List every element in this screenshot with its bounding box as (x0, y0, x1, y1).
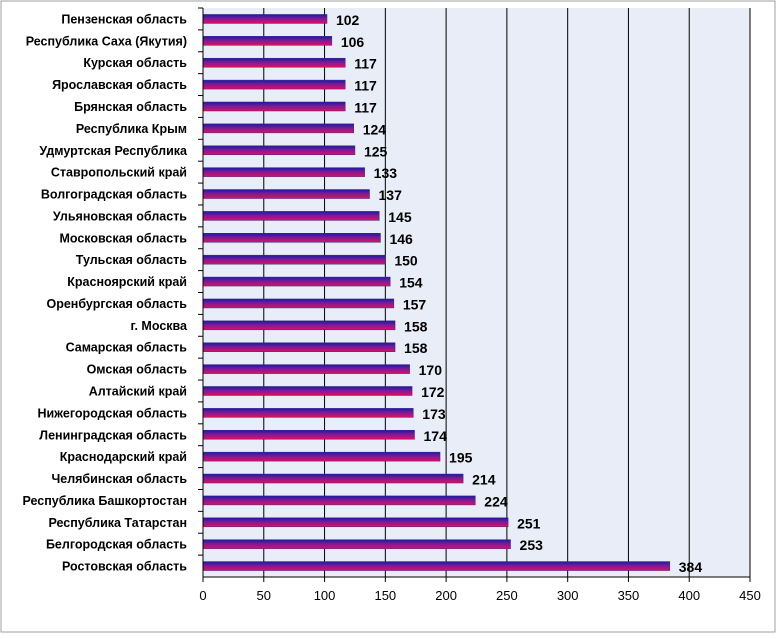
bar (202, 167, 365, 177)
bar (202, 561, 671, 571)
data-label: 251 (517, 515, 541, 531)
data-label: 106 (341, 34, 365, 50)
category-label: Ростовская область (62, 560, 187, 574)
data-label: 125 (364, 143, 388, 159)
category-label: Республика Крым (76, 122, 187, 136)
category-label: Ставропольский край (51, 166, 187, 180)
category-label: Ленинградская область (39, 428, 187, 442)
category-label: Брянская область (74, 100, 187, 114)
x-tick-label: 200 (435, 588, 457, 603)
category-label: Белгородская область (46, 538, 187, 552)
data-label: 102 (336, 12, 360, 28)
data-label: 170 (419, 362, 443, 378)
data-label: 157 (403, 296, 427, 312)
x-tick-label: 250 (496, 588, 518, 603)
x-tick-label: 100 (314, 588, 336, 603)
data-label: 145 (388, 209, 412, 225)
bar (202, 495, 476, 506)
bar (202, 36, 333, 46)
data-label: 174 (424, 428, 448, 444)
bar (202, 386, 413, 396)
bar (202, 211, 380, 221)
x-tick-label: 150 (374, 588, 396, 603)
bar (202, 451, 441, 462)
x-tick-label: 50 (257, 588, 271, 603)
bar (202, 342, 396, 352)
bar (202, 145, 356, 155)
bar (202, 79, 346, 90)
data-label: 117 (354, 99, 377, 115)
labels: 0 50 100 150 200 250 300 350 400 450 Пензенская об… (22, 12, 760, 603)
category-label: Московская область (59, 231, 187, 245)
x-tick-label: 450 (739, 588, 761, 603)
bar (202, 254, 386, 265)
bar (202, 517, 509, 528)
category-label: Нижегородская область (37, 406, 187, 420)
x-tick-label: 350 (618, 588, 640, 603)
category-label: Краснодарский край (60, 450, 187, 464)
data-label: 214 (472, 472, 496, 488)
data-label: 173 (422, 406, 446, 422)
category-label: Республика Башкортостан (22, 494, 187, 508)
data-label: 154 (399, 275, 423, 291)
bar (202, 539, 511, 549)
data-label: 150 (394, 253, 418, 269)
category-label: Пензенская область (61, 12, 187, 26)
category-label: Самарская область (66, 341, 188, 355)
category-label: Курская область (83, 56, 187, 70)
bar (202, 298, 395, 309)
bar (202, 14, 328, 24)
bars (202, 14, 671, 571)
category-label: Оренбургская область (46, 297, 187, 311)
data-label: 158 (404, 318, 428, 334)
category-label: Челябинская область (51, 472, 187, 486)
category-label: Ульяновская область (53, 209, 187, 223)
bar (202, 276, 391, 287)
category-label: Республика Саха (Якутия) (26, 34, 187, 48)
x-tick-label: 300 (557, 588, 579, 603)
bar (202, 123, 354, 134)
category-label: Волгоградская область (41, 188, 187, 202)
data-label: 137 (379, 187, 403, 203)
x-tick-label: 0 (199, 588, 206, 603)
bar (202, 189, 370, 199)
data-label: 224 (484, 493, 508, 509)
category-label: Тульская область (76, 253, 188, 267)
bar (202, 364, 410, 374)
bar (202, 57, 346, 68)
bar (202, 473, 464, 484)
data-label: 117 (354, 78, 377, 94)
data-label: 158 (404, 340, 428, 356)
bar (202, 430, 415, 440)
data-label: 195 (449, 450, 473, 466)
category-label: Алтайский край (89, 384, 187, 398)
data-label: 146 (389, 231, 413, 247)
bar (202, 101, 346, 112)
x-tick-label: 400 (678, 588, 700, 603)
data-label: 117 (354, 56, 377, 72)
bar (202, 408, 414, 418)
category-label: Омская область (87, 363, 188, 377)
category-label: Красноярский край (67, 275, 187, 289)
plot-area (203, 8, 750, 577)
category-label: Ярославская область (52, 78, 187, 92)
data-label: 172 (421, 384, 445, 400)
data-label: 124 (363, 121, 387, 137)
data-label: 133 (374, 165, 398, 181)
category-label: Республика Татарстан (48, 516, 187, 530)
data-label: 384 (679, 559, 703, 575)
category-label: Удмуртская Республика (39, 144, 188, 158)
data-label: 253 (520, 537, 544, 553)
category-label: г. Москва (131, 319, 189, 333)
bar (202, 320, 396, 331)
axes (198, 7, 751, 582)
bar (202, 233, 381, 243)
